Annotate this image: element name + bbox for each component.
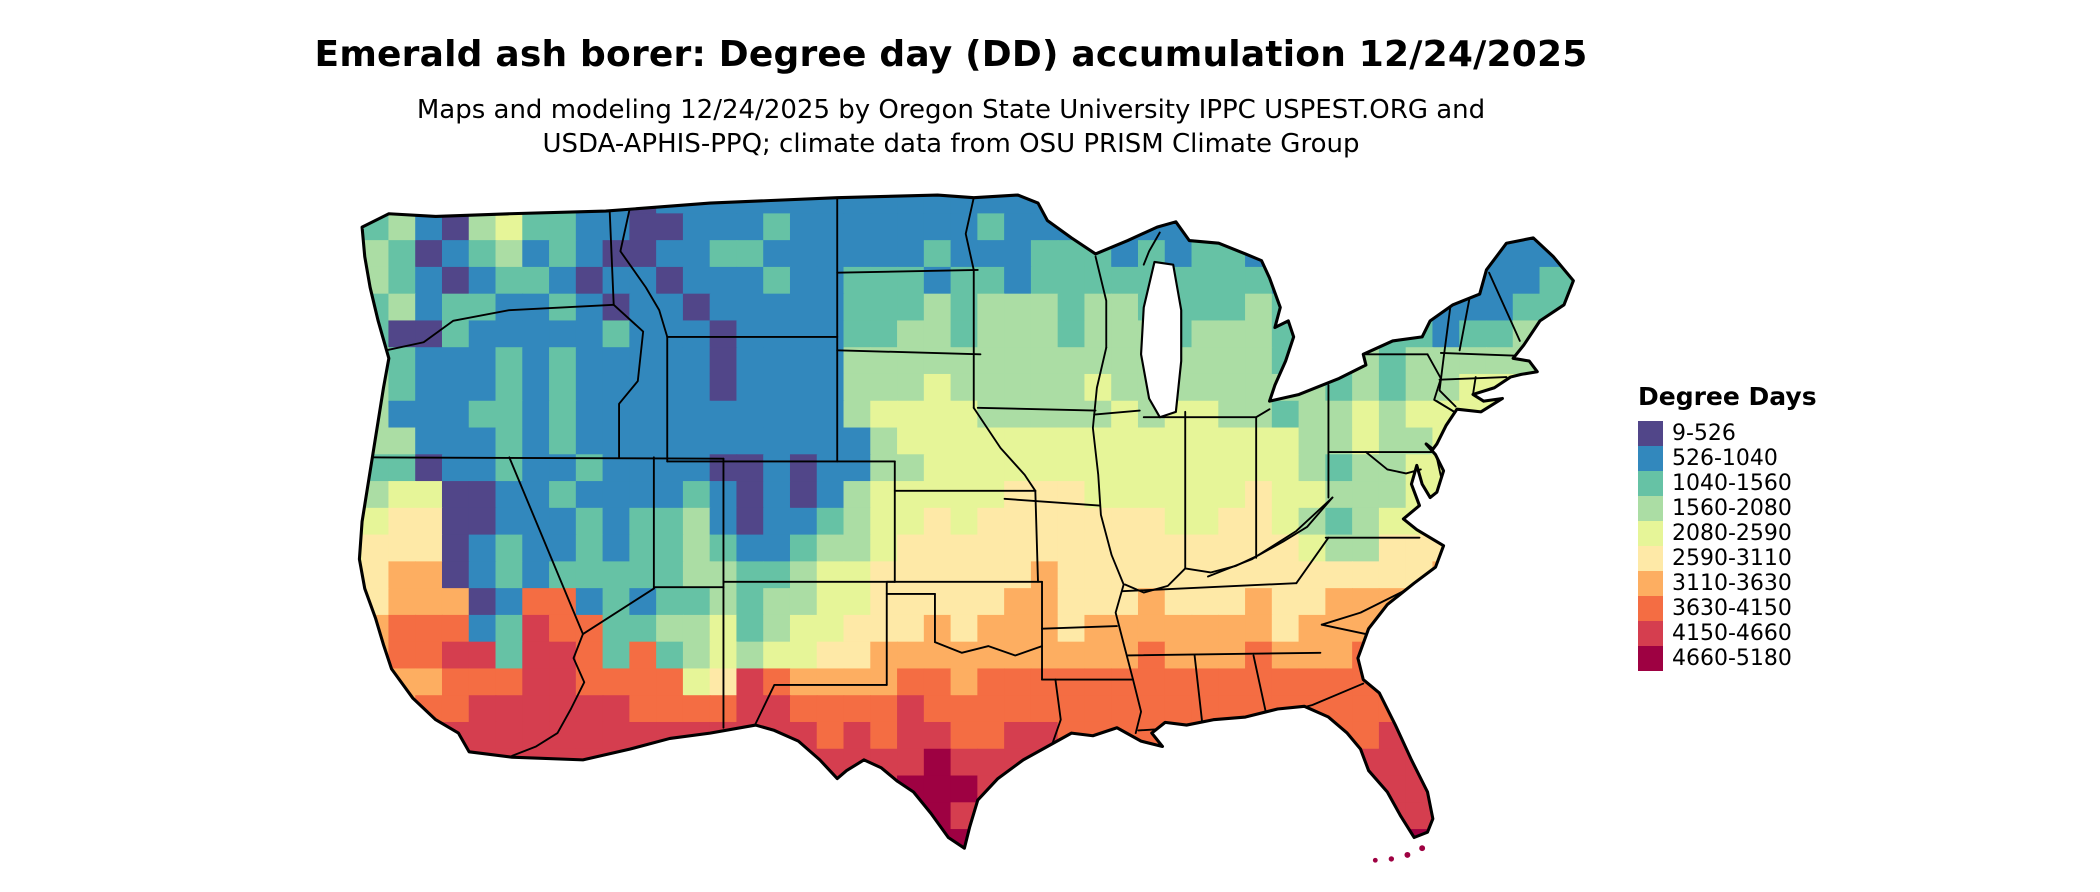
legend-label: 3110-3630 bbox=[1672, 571, 1792, 596]
us-degree-day-map-svg bbox=[357, 193, 1575, 863]
legend-swatch bbox=[1638, 546, 1663, 571]
map-title: Emerald ash borer: Degree day (DD) accum… bbox=[314, 34, 1588, 75]
legend-swatch bbox=[1638, 421, 1663, 446]
legend-entry: 3110-3630 bbox=[1638, 571, 1938, 596]
legend-entry: 4150-4660 bbox=[1638, 621, 1938, 646]
lake-michigan bbox=[1139, 260, 1183, 419]
legend-label: 2590-3110 bbox=[1672, 546, 1792, 571]
legend-label: 3630-4150 bbox=[1672, 596, 1792, 621]
legend-entry: 1040-1560 bbox=[1638, 471, 1938, 496]
legend-label: 526-1040 bbox=[1672, 446, 1778, 471]
legend: Degree Days 9-526 526-1040 1040-1560 1560-2… bbox=[1638, 382, 1938, 671]
legend-entry: 3630-4150 bbox=[1638, 596, 1938, 621]
legend-label: 9-526 bbox=[1672, 421, 1736, 446]
legend-swatch bbox=[1638, 521, 1663, 546]
legend-swatch bbox=[1638, 471, 1663, 496]
legend-swatch bbox=[1638, 446, 1663, 471]
florida-keys-dots bbox=[1372, 845, 1426, 863]
legend-entry: 526-1040 bbox=[1638, 446, 1938, 471]
us-outline bbox=[357, 193, 1575, 850]
legend-entry: 2080-2590 bbox=[1638, 521, 1938, 546]
legend-swatch bbox=[1638, 571, 1663, 596]
map-subtitle: Maps and modeling 12/24/2025 by Oregon S… bbox=[0, 93, 1902, 161]
legend-entry: 4660-5180 bbox=[1638, 646, 1938, 671]
legend-label: 4150-4660 bbox=[1672, 621, 1792, 646]
legend-entries: 9-526 526-1040 1040-1560 1560-2080 2080-2590… bbox=[1638, 421, 1938, 671]
legend-entry: 2590-3110 bbox=[1638, 546, 1938, 571]
map-subtitle-line-1: Maps and modeling 12/24/2025 by Oregon S… bbox=[416, 95, 1486, 125]
legend-title: Degree Days bbox=[1638, 382, 1817, 411]
legend-label: 2080-2590 bbox=[1672, 521, 1792, 546]
legend-label: 1560-2080 bbox=[1672, 496, 1792, 521]
legend-entry: 1560-2080 bbox=[1638, 496, 1938, 521]
legend-label: 4660-5180 bbox=[1672, 646, 1792, 671]
legend-swatch bbox=[1638, 621, 1663, 646]
legend-entry: 9-526 bbox=[1638, 421, 1938, 446]
legend-swatch bbox=[1638, 496, 1663, 521]
raster-layer bbox=[359, 195, 1574, 849]
legend-swatch bbox=[1638, 596, 1663, 621]
map-header: Emerald ash borer: Degree day (DD) accum… bbox=[0, 0, 1902, 161]
legend-label: 1040-1560 bbox=[1672, 471, 1792, 496]
state-borders bbox=[371, 196, 1521, 757]
legend-swatch bbox=[1638, 646, 1663, 671]
map-subtitle-line-2: USDA-APHIS-PPQ; climate data from OSU PR… bbox=[542, 129, 1360, 159]
map-region bbox=[308, 187, 1594, 883]
